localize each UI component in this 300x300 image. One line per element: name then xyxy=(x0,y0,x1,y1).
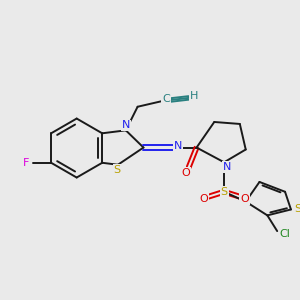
Text: Cl: Cl xyxy=(280,229,290,239)
Text: S: S xyxy=(294,205,300,214)
Text: N: N xyxy=(174,141,182,151)
Text: N: N xyxy=(223,162,231,172)
Text: O: O xyxy=(199,194,208,204)
Text: N: N xyxy=(122,120,130,130)
Text: O: O xyxy=(182,168,190,178)
Text: H: H xyxy=(189,91,198,101)
Text: S: S xyxy=(220,187,228,197)
Text: C: C xyxy=(162,94,170,104)
Text: O: O xyxy=(240,194,249,204)
Text: F: F xyxy=(23,158,30,168)
Text: S: S xyxy=(113,165,121,175)
